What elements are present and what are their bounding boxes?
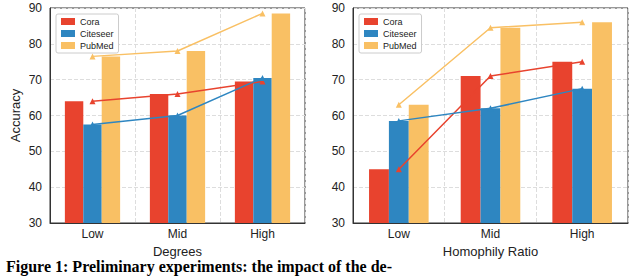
svg-text:Low: Low: [388, 227, 410, 241]
svg-text:Accuracy: Accuracy: [8, 88, 23, 142]
svg-text:Citeseer: Citeseer: [80, 29, 114, 39]
html-text:Figure 1: Preliminary experime: Figure 1: Preliminary experiments: the i…: [6, 258, 392, 275]
svg-text:Degrees: Degrees: [153, 244, 203, 259]
svg-text:60: 60: [332, 109, 346, 123]
svg-text:Low: Low: [81, 227, 103, 241]
svg-text:Mid: Mid: [481, 227, 500, 241]
svg-text:60: 60: [29, 109, 43, 123]
svg-text:70: 70: [29, 73, 43, 87]
svg-text:High: High: [570, 227, 595, 241]
svg-text:Homophily Ratio: Homophily Ratio: [443, 244, 538, 259]
svg-text:Cora: Cora: [383, 17, 403, 27]
svg-text:90: 90: [332, 1, 346, 15]
svg-text:Citeseer: Citeseer: [383, 29, 417, 39]
svg-text:Cora: Cora: [80, 17, 100, 27]
svg-text:30: 30: [332, 216, 346, 230]
svg-text:40: 40: [29, 180, 43, 194]
svg-text:80: 80: [29, 37, 43, 51]
svg-text:High: High: [250, 227, 275, 241]
svg-text:70: 70: [332, 73, 346, 87]
svg-text:PubMed: PubMed: [80, 41, 114, 51]
svg-text:80: 80: [332, 37, 346, 51]
svg-text:Mid: Mid: [168, 227, 187, 241]
svg-text:PubMed: PubMed: [383, 41, 417, 51]
svg-text:40: 40: [332, 180, 346, 194]
svg-text:30: 30: [29, 216, 43, 230]
svg-text:50: 50: [332, 144, 346, 158]
svg-text:50: 50: [29, 144, 43, 158]
svg-text:90: 90: [29, 1, 43, 15]
